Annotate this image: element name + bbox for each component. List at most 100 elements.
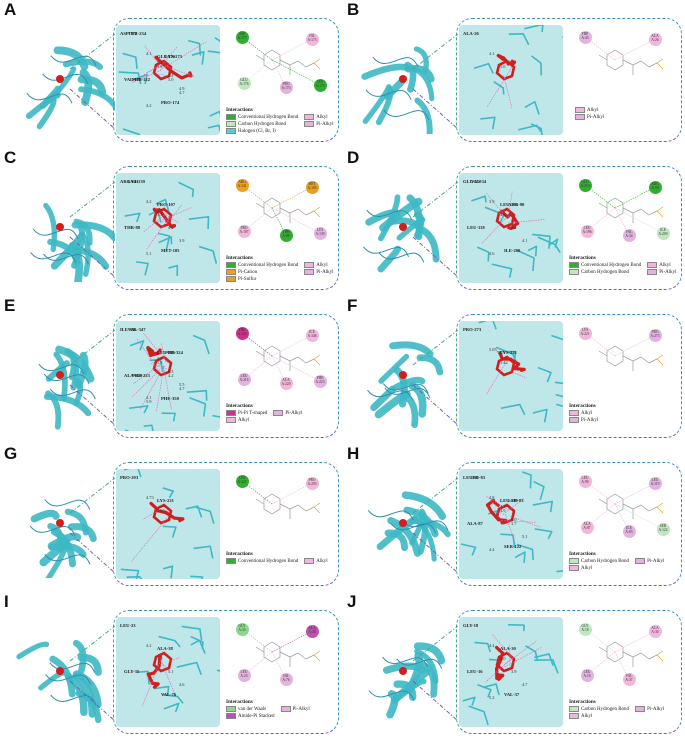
residue-label: THR-88 xyxy=(124,225,140,230)
residue-bubble: GLY A:18 xyxy=(579,623,592,636)
ligand-2d-phosphate xyxy=(657,355,663,365)
distance-label: 4.73 xyxy=(146,495,154,500)
legend-title: Interactions xyxy=(569,403,679,409)
legend-item: Alkyl xyxy=(569,565,629,571)
residue-stick xyxy=(144,425,154,431)
residue-stick xyxy=(179,182,194,197)
ligand-2d-phosphate xyxy=(657,207,663,217)
protein-ribbon xyxy=(353,24,458,134)
residue-label: LEU-118 xyxy=(467,225,485,230)
residue-bubble: LEU A:216 xyxy=(238,373,251,386)
residue-label: ALA-30 xyxy=(500,646,516,651)
residue-bubble: PHE A:223 xyxy=(314,375,327,388)
legend-label: Pi-Alkyl xyxy=(647,707,664,712)
legend-item: Conventional Hydrogen Bond xyxy=(226,262,298,268)
residue-label: VAL-37 xyxy=(504,692,519,697)
residue-bubble: LEU A:119 xyxy=(649,477,662,490)
distance-label: 5.0 xyxy=(500,64,506,69)
legend-label: Alkyl xyxy=(581,714,592,719)
residue-bubble: MET A:105 xyxy=(306,181,319,194)
legend-label: Carbon Hydrogen Bond xyxy=(238,122,286,127)
loop-segment xyxy=(364,247,409,257)
residue-stick xyxy=(474,64,493,74)
distance-label: 5.5 xyxy=(179,382,185,387)
legend-swatch xyxy=(569,713,579,719)
legend-title: Interactions xyxy=(226,699,336,705)
residue-label: VAL-76 xyxy=(161,692,176,697)
ligand-bond xyxy=(180,519,183,521)
legend-title: Interactions xyxy=(569,255,679,261)
residue-label: PHE-223 xyxy=(132,373,150,378)
panel-letter: B xyxy=(347,0,359,20)
distance-label: 5.1 xyxy=(146,251,152,256)
zoom-connector xyxy=(70,89,115,129)
legend-item: Amide-Pi Stacked xyxy=(226,713,275,719)
legend-item: Pi-Alkyl xyxy=(575,114,604,120)
residue-stick xyxy=(556,404,563,422)
ligand-site-marker xyxy=(399,371,407,379)
legend-swatch xyxy=(273,410,283,416)
ligand-2d-chain xyxy=(280,356,314,363)
residue-bubble: ARG A:141 xyxy=(236,179,249,192)
legend-item: Pi-Alkyl xyxy=(635,706,664,712)
legend-item: Halogen (Cl, Br, I) xyxy=(226,128,298,134)
protein-ribbon xyxy=(353,172,458,282)
residue-stick xyxy=(562,37,563,49)
residue-stick xyxy=(163,488,174,498)
interaction-dash xyxy=(487,67,512,107)
residue-stick xyxy=(159,237,172,244)
panel-letter: E xyxy=(4,296,15,316)
zoom-connector xyxy=(70,478,115,513)
residue-stick xyxy=(533,410,547,423)
residue-stick xyxy=(192,52,204,65)
legend-item: Pi-Alkyl xyxy=(304,121,333,127)
residue-bubble: SER A:122 xyxy=(657,523,670,536)
ligand-2d-chain xyxy=(623,208,657,215)
distance-label: 3.9 xyxy=(179,238,185,243)
ligand-2d-phosphate xyxy=(657,503,663,513)
residue-label: ALA-38 xyxy=(157,646,173,651)
legend-label: van der Waals xyxy=(238,707,266,712)
protein-ribbon xyxy=(10,172,115,282)
legend-swatch xyxy=(569,269,579,275)
residue-bubble: ILE A:200 xyxy=(657,227,670,240)
legend-title: Interactions xyxy=(226,403,336,409)
interaction-dash xyxy=(504,75,512,109)
ligand-2d-phosphate xyxy=(657,59,663,69)
interaction-dash xyxy=(482,217,507,243)
residue-label: LEU-16 xyxy=(467,669,483,674)
residue-stick xyxy=(524,25,543,32)
legend-swatch xyxy=(569,410,579,416)
legend-swatch xyxy=(569,706,579,712)
residue-label: ILE-200 xyxy=(504,248,520,253)
distance-label: 4.2 xyxy=(146,199,152,204)
distance-label: 5.0 xyxy=(500,656,506,661)
residue-stick xyxy=(525,102,539,115)
protein-ribbon xyxy=(353,616,458,726)
legend-column: Conventional Hydrogen Bond xyxy=(226,558,298,564)
residue-stick xyxy=(162,413,175,421)
legend-swatch xyxy=(226,713,236,719)
residue-stick xyxy=(522,472,531,488)
legend-swatch xyxy=(647,269,657,275)
ligand-2d-phosphate xyxy=(314,503,320,513)
protein-ribbon xyxy=(10,468,115,578)
residue-stick xyxy=(125,213,140,222)
legend-label: Conventional Hydrogen Bond xyxy=(238,263,298,268)
residue-label: PRO-293 xyxy=(120,475,138,480)
residue-label: LYS-139 xyxy=(128,179,145,184)
